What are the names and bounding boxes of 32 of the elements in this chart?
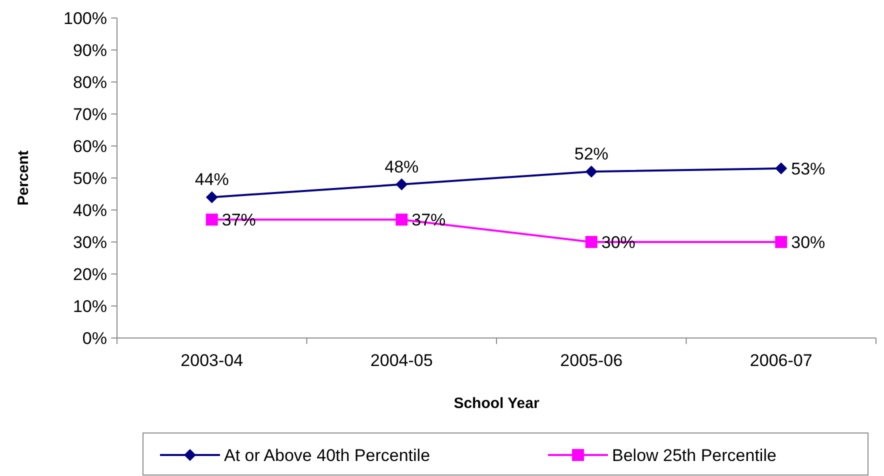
data-label: 44% xyxy=(194,170,229,190)
point xyxy=(775,236,788,248)
data-label: 53% xyxy=(791,159,826,178)
y-tick-label: 80% xyxy=(72,73,107,92)
y-tick-label: 60% xyxy=(72,137,107,156)
data-label: 30% xyxy=(791,233,826,252)
point xyxy=(206,214,218,226)
x-tick-label: 2005-06 xyxy=(560,351,623,370)
x-axis-title: School Year xyxy=(454,395,540,412)
y-tick-label: 40% xyxy=(72,201,107,220)
legend-label: Below 25th Percentile xyxy=(612,446,776,465)
y-tick-label: 90% xyxy=(72,41,107,60)
legend-label: At or Above 40th Percentile xyxy=(224,446,430,465)
y-tick-label: 50% xyxy=(72,169,107,188)
point xyxy=(396,178,408,190)
point xyxy=(206,191,218,204)
data-label: 52% xyxy=(574,144,608,164)
y-tick-label: 20% xyxy=(72,265,107,284)
y-tick-label: 0% xyxy=(82,329,107,348)
point xyxy=(396,214,408,226)
point xyxy=(585,166,598,178)
data-label: 48% xyxy=(384,157,419,176)
y-tick-label: 100% xyxy=(64,9,107,28)
x-tick-label: 2003-04 xyxy=(180,351,244,370)
y-tick-label: 10% xyxy=(72,297,107,316)
y-tick-label: 30% xyxy=(72,233,107,252)
x-tick-label: 2004-05 xyxy=(370,351,433,370)
point xyxy=(775,162,788,174)
point xyxy=(585,236,598,248)
x-tick-label: 2006-07 xyxy=(750,351,812,370)
y-tick-label: 70% xyxy=(72,105,107,124)
y-axis-title: Percent xyxy=(15,150,32,206)
